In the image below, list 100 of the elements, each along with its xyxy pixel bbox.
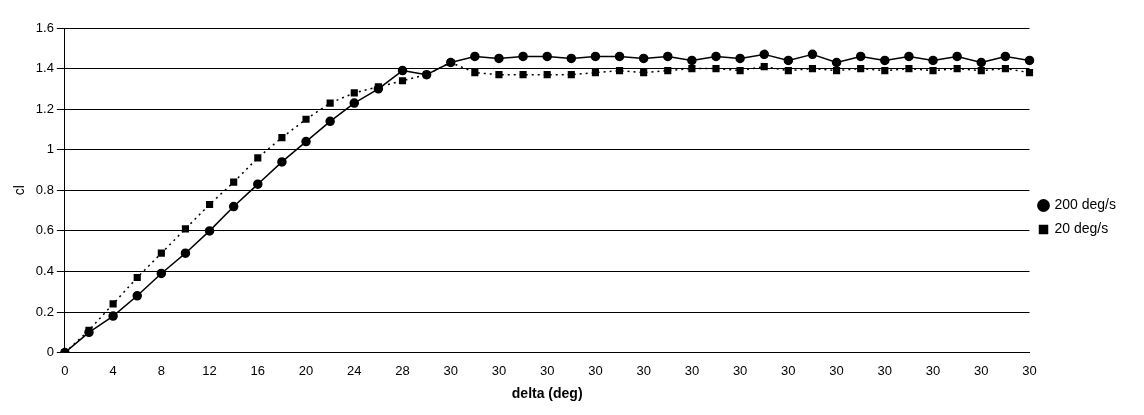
point (277, 157, 287, 167)
point (808, 65, 817, 73)
point (736, 67, 744, 75)
y-tick-label: 0 (46, 344, 54, 360)
x-tick-label: 30 (732, 362, 748, 378)
point (205, 200, 214, 209)
point (518, 51, 528, 62)
point (638, 53, 649, 64)
x-tick-label: 30 (539, 362, 555, 378)
point (833, 67, 841, 75)
x-tick-label: 30 (974, 362, 989, 378)
x-tick-label: 30 (1022, 362, 1037, 378)
y-tick-label: 0.4 (35, 263, 54, 279)
point (156, 268, 167, 279)
y-axis-title: cl (11, 185, 28, 196)
point (760, 62, 768, 71)
x-tick-label: 30 (781, 362, 796, 378)
point (1024, 55, 1035, 66)
point (881, 67, 889, 75)
point (495, 71, 503, 79)
point (976, 57, 987, 68)
x-tick-label: 12 (202, 362, 217, 378)
x-tick-label: 30 (443, 362, 458, 378)
point (230, 178, 238, 186)
point (591, 69, 599, 77)
y-tick-label: 1.4 (35, 60, 54, 76)
point (519, 71, 527, 79)
point (857, 65, 865, 73)
point (1000, 51, 1011, 62)
point (614, 51, 625, 62)
point (590, 51, 601, 62)
x-tick-label: 30 (491, 362, 507, 378)
point (278, 133, 286, 142)
point (180, 248, 191, 258)
y-tick-label: 0.6 (35, 222, 54, 238)
point (398, 77, 407, 85)
x-tick-label: 0 (61, 362, 69, 378)
point (542, 51, 552, 62)
point (228, 201, 239, 212)
point (928, 55, 938, 66)
point (712, 65, 720, 73)
point (471, 69, 479, 77)
point (157, 249, 165, 257)
point (254, 154, 262, 162)
point (470, 51, 480, 62)
y-tick-label: 1.2 (35, 100, 54, 116)
point (687, 55, 697, 66)
y-tick-label: 1.6 (35, 19, 54, 35)
point (397, 65, 408, 76)
point (302, 115, 310, 123)
point (543, 71, 551, 79)
point (880, 55, 890, 66)
point (664, 67, 672, 75)
x-axis-title: delta (deg) (511, 385, 583, 402)
x-tick-label: 20 (298, 362, 314, 378)
x-tick-label: 24 (347, 362, 362, 378)
point (953, 65, 961, 73)
point (301, 136, 311, 147)
point (84, 327, 94, 338)
y-tick-label: 0.8 (35, 181, 54, 197)
x-tick-label: 16 (250, 362, 266, 378)
point (181, 225, 190, 233)
point (326, 99, 334, 107)
point (349, 98, 360, 108)
point (204, 226, 215, 236)
legend-label: 200 deg/s (1054, 196, 1116, 213)
x-tick-label: 4 (109, 362, 117, 378)
point (904, 51, 914, 62)
x-tick-label: 30 (636, 362, 651, 378)
point (253, 179, 263, 189)
point (494, 53, 504, 64)
x-tick-label: 8 (157, 362, 165, 378)
x-tick-label: 30 (925, 362, 941, 378)
point (759, 49, 769, 60)
point (688, 65, 696, 73)
point (108, 311, 118, 321)
point (640, 69, 648, 77)
point (663, 51, 673, 62)
point (350, 89, 358, 97)
y-tick-label: 1 (46, 141, 54, 157)
x-tick-label: 30 (877, 362, 893, 378)
x-tick-label: 30 (588, 362, 603, 378)
point (855, 51, 866, 62)
point (132, 291, 142, 301)
x-tick-label: 28 (395, 362, 410, 378)
point (1001, 65, 1009, 73)
point (109, 300, 117, 308)
point (325, 116, 335, 127)
y-tick-label: 0.2 (35, 303, 54, 319)
point (566, 53, 577, 64)
point (567, 71, 575, 79)
point (615, 67, 624, 75)
point (784, 67, 792, 75)
point (807, 49, 818, 60)
point (977, 67, 985, 75)
point (783, 55, 794, 66)
point (711, 51, 721, 62)
x-tick-label: 30 (684, 362, 700, 378)
point (735, 53, 745, 64)
point (1025, 69, 1034, 77)
